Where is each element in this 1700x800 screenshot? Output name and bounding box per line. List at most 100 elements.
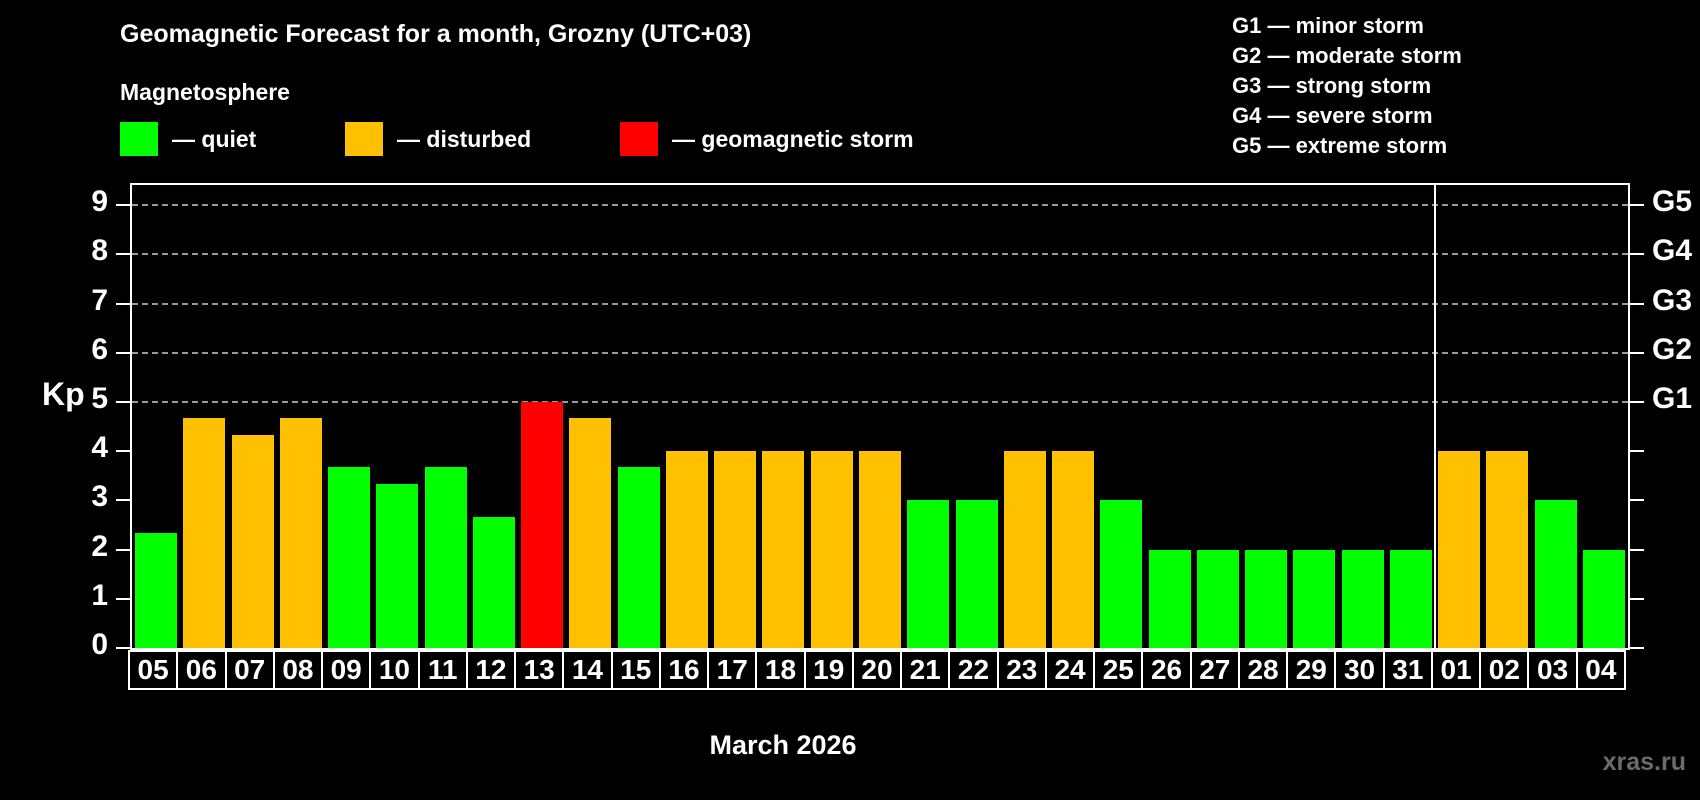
day-label-23: 23 bbox=[996, 650, 1047, 690]
bar-day-07 bbox=[231, 434, 274, 648]
day-label-07: 07 bbox=[224, 650, 275, 690]
bar-day-06 bbox=[183, 418, 226, 648]
day-label-30: 30 bbox=[1334, 650, 1385, 690]
day-label-25: 25 bbox=[1093, 650, 1144, 690]
day-label-20: 20 bbox=[851, 650, 903, 690]
day-label-18: 18 bbox=[755, 650, 806, 690]
day-label-04: 04 bbox=[1575, 650, 1626, 690]
storm-scale-g2: G2 — moderate storm bbox=[1232, 43, 1462, 68]
bar-day-14 bbox=[569, 418, 612, 648]
gridline-kp6 bbox=[132, 351, 1628, 354]
day-label-11: 11 bbox=[417, 650, 468, 690]
bar-day-28 bbox=[1245, 549, 1288, 648]
storm-color-swatch bbox=[620, 122, 658, 156]
right-tick-kp6 bbox=[1630, 351, 1644, 354]
y-tick-label-6: 6 bbox=[91, 332, 108, 366]
left-tick-kp6 bbox=[116, 351, 130, 354]
day-label-13: 13 bbox=[514, 650, 565, 690]
storm-scale-g4: G4 — severe storm bbox=[1232, 103, 1433, 128]
right-tick-kp8 bbox=[1630, 253, 1644, 256]
day-label-12: 12 bbox=[465, 650, 517, 690]
day-label-17: 17 bbox=[707, 650, 758, 690]
day-label-28: 28 bbox=[1237, 650, 1289, 690]
bar-day-29 bbox=[1293, 549, 1336, 648]
day-label-01: 01 bbox=[1430, 650, 1482, 690]
day-label-24: 24 bbox=[1044, 650, 1096, 690]
right-axis-label-g2: G2 bbox=[1652, 332, 1693, 366]
right-tick-kp9 bbox=[1630, 204, 1644, 207]
bar-day-09 bbox=[328, 467, 371, 648]
bar-day-04 bbox=[1582, 549, 1625, 648]
gridline-kp5 bbox=[132, 401, 1628, 403]
left-tick-kp8 bbox=[116, 253, 130, 256]
bar-day-11 bbox=[424, 467, 467, 648]
y-tick-label-8: 8 bbox=[91, 234, 108, 268]
legend-item-storm: — geomagnetic storm bbox=[620, 121, 914, 157]
bar-day-19 bbox=[810, 451, 853, 648]
day-label-15: 15 bbox=[610, 650, 661, 690]
day-label-19: 19 bbox=[803, 650, 854, 690]
legend-label-storm: — geomagnetic storm bbox=[672, 125, 914, 152]
bar-day-10 bbox=[376, 484, 419, 648]
bar-day-31 bbox=[1389, 549, 1432, 648]
day-label-22: 22 bbox=[948, 650, 999, 690]
gridline-kp7 bbox=[132, 302, 1628, 305]
page-title: Geomagnetic Forecast for a month, Grozny… bbox=[120, 20, 752, 48]
left-tick-kp9 bbox=[116, 204, 130, 207]
legend-item-disturbed: — disturbed bbox=[345, 121, 531, 157]
bar-day-01 bbox=[1438, 451, 1481, 648]
right-axis-label-g4: G4 bbox=[1652, 234, 1693, 268]
chart-plot-area bbox=[130, 183, 1630, 650]
disturbed-color-swatch bbox=[345, 122, 383, 156]
right-tick-kp4 bbox=[1630, 450, 1644, 453]
bar-day-16 bbox=[665, 451, 708, 648]
gridline-kp8 bbox=[132, 253, 1628, 256]
day-label-21: 21 bbox=[900, 650, 951, 690]
left-tick-kp0 bbox=[116, 647, 130, 649]
left-tick-kp3 bbox=[116, 499, 130, 502]
gridline-kp9 bbox=[132, 204, 1628, 207]
bar-day-15 bbox=[617, 467, 660, 648]
left-tick-kp2 bbox=[116, 548, 130, 551]
day-label-08: 08 bbox=[272, 650, 324, 690]
bar-day-25 bbox=[1100, 500, 1143, 648]
right-axis-label-g1: G1 bbox=[1652, 382, 1693, 415]
bar-day-18 bbox=[762, 451, 805, 648]
bar-day-13 bbox=[521, 402, 564, 648]
bar-day-21 bbox=[907, 500, 950, 648]
day-label-14: 14 bbox=[562, 650, 613, 690]
bar-day-20 bbox=[859, 451, 901, 648]
bar-day-03 bbox=[1534, 500, 1577, 648]
right-tick-kp5 bbox=[1630, 401, 1644, 403]
bar-day-12 bbox=[472, 516, 515, 648]
y-tick-label-4: 4 bbox=[91, 431, 108, 465]
y-tick-label-0: 0 bbox=[91, 628, 108, 661]
bar-day-27 bbox=[1196, 549, 1239, 648]
y-tick-label-9: 9 bbox=[91, 185, 108, 219]
day-label-02: 02 bbox=[1479, 650, 1530, 690]
right-axis-label-g3: G3 bbox=[1652, 283, 1693, 317]
right-tick-kp2 bbox=[1630, 548, 1644, 551]
day-label-05: 05 bbox=[128, 650, 179, 690]
legend-label-disturbed: — disturbed bbox=[397, 125, 532, 152]
day-label-10: 10 bbox=[369, 650, 420, 690]
storm-scale-legend: G1 — minor storm G2 — moderate storm G3 … bbox=[1232, 11, 1462, 161]
storm-scale-g3: G3 — strong storm bbox=[1232, 73, 1432, 98]
bar-day-08 bbox=[279, 418, 322, 648]
day-label-06: 06 bbox=[176, 650, 227, 690]
day-label-16: 16 bbox=[658, 650, 710, 690]
left-tick-kp4 bbox=[116, 450, 130, 453]
y-tick-label-5: 5 bbox=[91, 382, 108, 415]
left-tick-kp5 bbox=[116, 401, 130, 403]
left-tick-kp7 bbox=[116, 302, 130, 305]
bar-day-24 bbox=[1052, 451, 1095, 648]
y-axis-title: Kp bbox=[42, 376, 85, 412]
bar-day-05 bbox=[135, 533, 178, 648]
bar-day-22 bbox=[955, 500, 998, 648]
bar-day-26 bbox=[1148, 549, 1191, 648]
x-axis-title: March 2026 bbox=[709, 730, 857, 760]
right-axis-label-g5: G5 bbox=[1652, 185, 1693, 219]
left-tick-kp1 bbox=[116, 597, 130, 600]
bar-day-30 bbox=[1341, 549, 1384, 648]
